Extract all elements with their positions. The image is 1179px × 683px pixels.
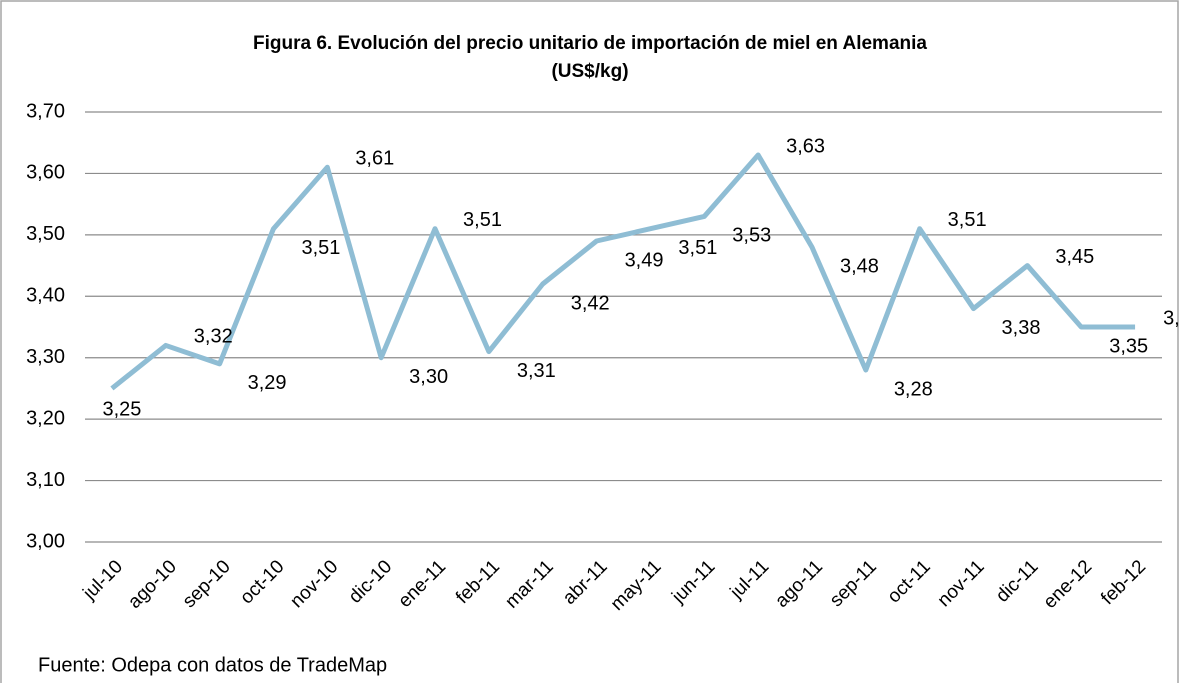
- x-tick-label: feb-12: [1097, 556, 1150, 609]
- value-label: 3,48: [840, 255, 879, 277]
- x-tick-label: dic-11: [992, 556, 1042, 606]
- value-label: 3,28: [894, 378, 933, 400]
- x-tick-label: ene-12: [1040, 556, 1097, 613]
- value-label: 3,51: [678, 237, 717, 259]
- x-tick-label: jul-10: [79, 556, 127, 604]
- y-tick-label: 3,40: [26, 285, 65, 307]
- x-tick-label: oct-11: [884, 556, 935, 607]
- y-tick-label: 3,20: [26, 407, 65, 429]
- x-tick-label: nov-11: [934, 556, 989, 611]
- data-line: [110, 152, 1136, 391]
- y-tick-label: 3,60: [26, 162, 65, 184]
- value-label: 3,30: [409, 366, 448, 388]
- value-label: 3,61: [355, 148, 394, 170]
- x-tick-label: ago-11: [771, 556, 827, 612]
- value-label: 3,51: [463, 209, 502, 231]
- value-label: 3,63: [786, 135, 825, 157]
- x-tick-label: jun-11: [667, 556, 719, 608]
- x-tick-label: feb-11: [452, 556, 504, 608]
- x-tick-label: ene-11: [394, 556, 450, 612]
- x-tick-label: mar-11: [501, 556, 557, 612]
- x-tick-label: sep-10: [179, 556, 235, 612]
- value-label: 3,35: [1163, 307, 1179, 329]
- x-tick-label: ago-10: [124, 556, 181, 613]
- x-tick-label: abr-11: [559, 556, 612, 609]
- value-label: 3,42: [571, 292, 610, 314]
- x-tick-label: nov-10: [286, 556, 342, 612]
- y-tick-label: 3,00: [26, 530, 65, 552]
- value-label: 3,51: [948, 209, 987, 231]
- value-label: 3,45: [1055, 246, 1094, 268]
- value-label: 3,51: [301, 237, 340, 259]
- x-tick-label: dic-10: [345, 556, 396, 607]
- x-tick-label: sep-11: [826, 556, 881, 611]
- chart-subtitle: (US$/kg): [551, 61, 628, 82]
- x-tick-label: jul-11: [726, 556, 773, 603]
- chart-title: Figura 6. Evolución del precio unitario …: [253, 33, 927, 54]
- value-label: 3,38: [1002, 317, 1041, 339]
- y-tick-label: 3,10: [26, 469, 65, 491]
- x-tick-label: oct-10: [236, 556, 288, 608]
- value-label: 3,29: [248, 372, 287, 394]
- value-label: 3,35: [1109, 335, 1148, 357]
- value-label: 3,49: [625, 249, 664, 271]
- y-tick-label: 3,50: [26, 223, 65, 245]
- value-label: 3,31: [517, 360, 556, 382]
- source-note: Fuente: Odepa con datos de TradeMap: [38, 654, 387, 676]
- x-tick-label: may-11: [607, 556, 666, 615]
- value-label: 3,32: [194, 326, 233, 348]
- y-tick-label: 3,30: [26, 346, 65, 368]
- value-label: 3,53: [732, 225, 771, 247]
- y-tick-label: 3,70: [26, 100, 65, 122]
- value-label: 3,25: [102, 399, 141, 421]
